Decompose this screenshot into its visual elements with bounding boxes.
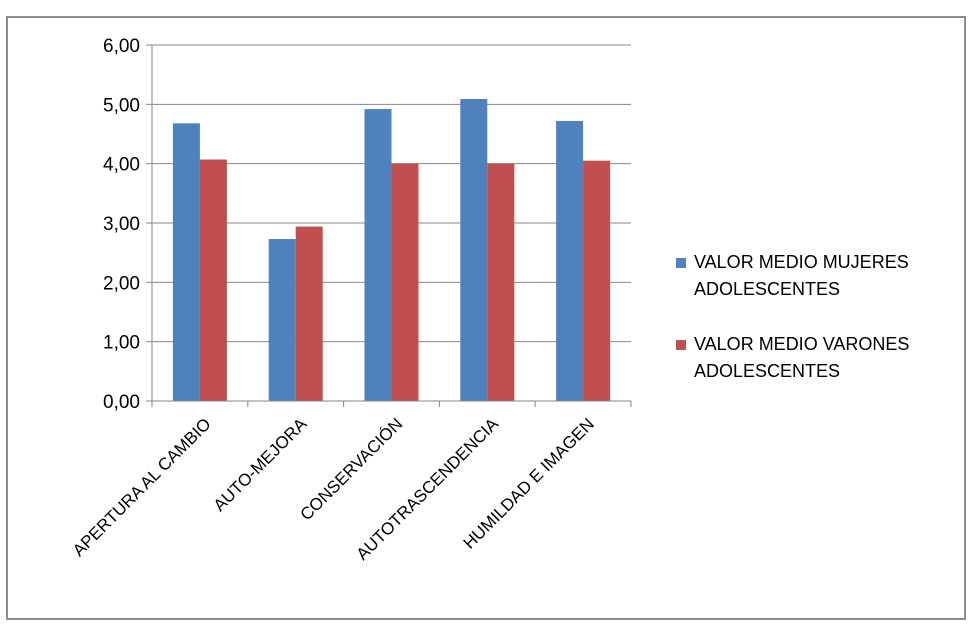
y-tick-label: 4,00 (103, 155, 140, 176)
bar (268, 239, 296, 401)
bar (556, 120, 584, 402)
legend-label-line: VALOR MEDIO MUJERES (694, 252, 909, 272)
y-tick-label: 2,00 (103, 273, 140, 294)
legend-label: VALOR MEDIO VARONES ADOLESCENTES (694, 334, 909, 381)
bar (199, 159, 227, 401)
legend-label-line: ADOLESCENTES (694, 279, 840, 299)
y-tick-label: 1,00 (103, 333, 140, 354)
bar (364, 109, 392, 401)
bar (172, 123, 200, 401)
x-axis-category-labels: APERTURA AL CAMBIOAUTO-MEJORACONSERVACIÓ… (69, 414, 598, 564)
legend-label-line: ADOLESCENTES (694, 361, 840, 381)
legend-swatch (676, 258, 686, 268)
x-category-label: AUTO-MEJORA (210, 414, 311, 515)
legend-label: VALOR MEDIO MUJERES ADOLESCENTES (694, 252, 909, 299)
x-category-label: CONSERVACIÓN (296, 414, 406, 524)
bar (487, 163, 515, 401)
x-category-label: APERTURA AL CAMBIO (69, 414, 215, 560)
legend-label-line: VALOR MEDIO VARONES (694, 334, 909, 354)
y-axis-ticks: 0,00 1,00 2,00 3,00 4,00 5,00 6,00 (103, 36, 152, 413)
bar (460, 98, 488, 401)
gridlines (152, 44, 631, 343)
bar (583, 160, 611, 401)
y-tick-label: 6,00 (103, 36, 140, 57)
bar (391, 163, 419, 401)
y-tick-label: 3,00 (103, 214, 140, 235)
legend-swatch (676, 340, 686, 350)
y-tick-label: 5,00 (103, 95, 140, 116)
bar (295, 226, 323, 401)
axes (151, 45, 632, 407)
y-tick-label: 0,00 (103, 392, 140, 413)
bars (172, 98, 611, 402)
